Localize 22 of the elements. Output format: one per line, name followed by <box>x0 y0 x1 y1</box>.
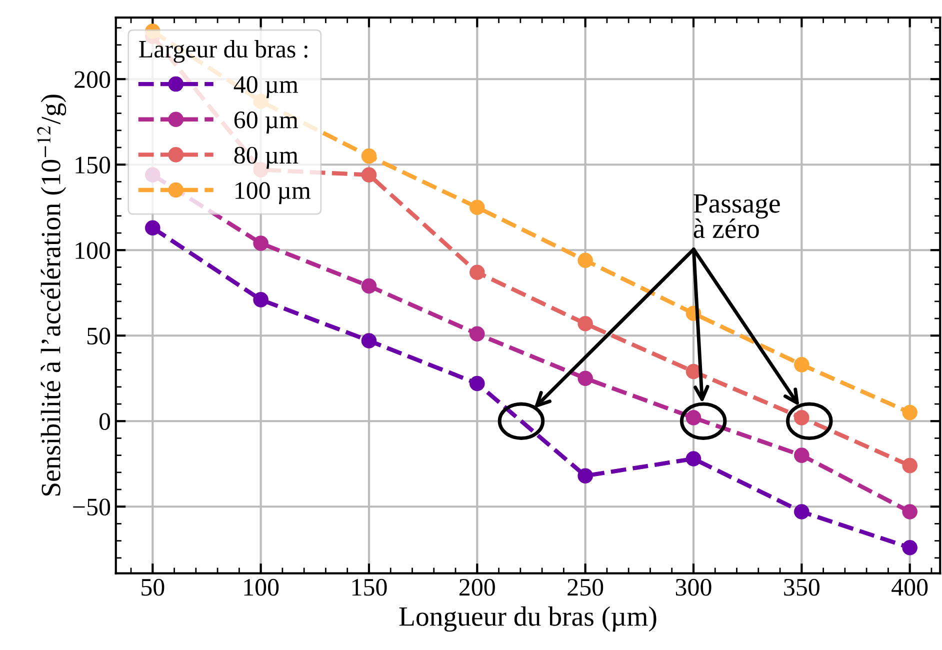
y-tick-label: 0 <box>99 413 110 430</box>
x-tick-label: 250 <box>568 578 604 596</box>
y-tick-label: 150 <box>76 156 110 174</box>
y-tick-label: 200 <box>74 71 110 88</box>
x-tick-label: 400 <box>892 578 928 596</box>
legend-label: 80 µm <box>234 146 298 169</box>
legend-title: Largeur du bras : <box>139 40 308 63</box>
legend-label: 100 µm <box>236 182 311 204</box>
legend-label: 40 µm <box>234 76 298 98</box>
legend-label: 60 µm <box>234 111 298 134</box>
x-tick-label: 50 <box>142 578 164 596</box>
x-tick-label: 350 <box>784 578 820 596</box>
x-axis-title: Longueur du bras (µm) <box>399 606 656 632</box>
x-tick-label: 150 <box>352 578 387 596</box>
x-tick-label: 100 <box>244 578 279 596</box>
x-tick-label: 200 <box>460 578 495 596</box>
y-tick-label: −50 <box>73 498 110 516</box>
x-tick-label: 300 <box>676 578 712 596</box>
y-axis-title: Sensibilité à l’accélération (10$^{−12}$/g) <box>37 94 66 496</box>
annotation: Passage à zéro <box>694 194 780 238</box>
y-tick-label: 100 <box>76 242 110 260</box>
y-tick-label: 50 <box>87 328 110 345</box>
